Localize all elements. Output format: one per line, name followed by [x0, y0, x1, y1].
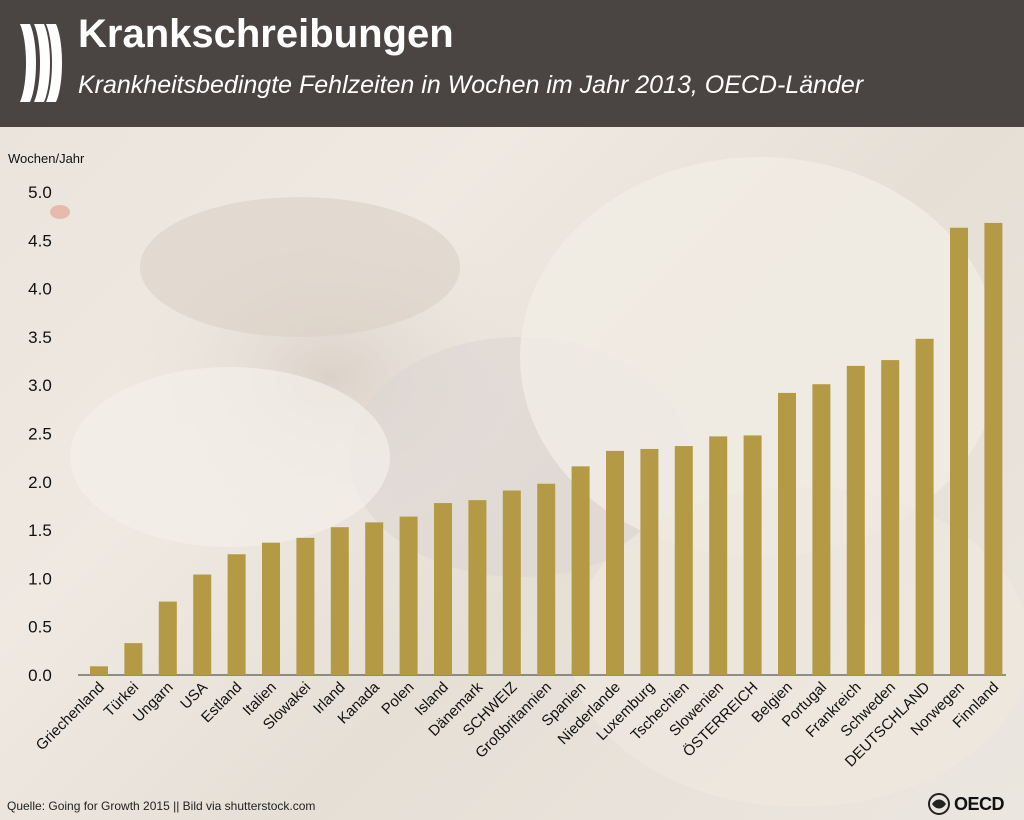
bar — [468, 500, 487, 675]
y-tick-label: 3.0 — [28, 376, 52, 395]
y-tick-label: 2.0 — [28, 473, 52, 492]
source-note: Quelle: Going for Growth 2015 || Bild vi… — [7, 799, 316, 813]
bar — [434, 503, 452, 675]
chevron-logo-icon — [20, 24, 62, 102]
bar-chart: Wochen/Jahr 0.0 0.5 1.0 1.5 2.0 2.5 3.0 3.5 4.0 4… — [8, 151, 1006, 770]
bar — [502, 490, 521, 675]
header-banner: Krankschreibungen Krankheitsbedingte Feh… — [0, 0, 1024, 127]
bar — [193, 574, 212, 675]
bar — [640, 448, 659, 675]
bar — [227, 554, 246, 675]
bar — [90, 666, 108, 675]
bar — [399, 516, 418, 675]
bar — [915, 338, 934, 675]
oecd-brand: OECD — [954, 794, 1005, 814]
bar — [743, 435, 762, 675]
y-tick-label: 4.0 — [28, 280, 52, 299]
bar — [330, 527, 349, 675]
bar — [950, 227, 968, 675]
y-tick-label: 1.0 — [28, 569, 52, 588]
oecd-globe-icon — [928, 793, 950, 815]
bar — [881, 360, 900, 675]
bar — [537, 483, 556, 675]
y-axis-label: Wochen/Jahr — [8, 151, 85, 166]
y-tick-label: 2.5 — [28, 425, 52, 444]
bar — [124, 643, 143, 675]
y-tick-label: 4.5 — [28, 231, 52, 250]
bar — [262, 542, 280, 675]
bar — [571, 466, 590, 675]
bar — [778, 392, 796, 675]
bar — [606, 450, 624, 675]
y-tick-label: 1.5 — [28, 521, 52, 540]
y-tick-label: 0.0 — [28, 666, 52, 685]
y-tick-label: 3.5 — [28, 328, 52, 347]
bar — [812, 384, 831, 675]
bar — [296, 537, 315, 675]
bar — [674, 446, 693, 675]
page-title: Krankschreibungen — [78, 12, 454, 56]
bar — [846, 365, 865, 675]
bar — [984, 222, 1003, 676]
bar — [709, 436, 728, 675]
bar — [365, 522, 384, 675]
page-subtitle: Krankheitsbedingte Fehlzeiten in Wochen … — [78, 71, 864, 99]
y-tick-label: 5.0 — [28, 183, 52, 202]
x-tick-label: Griechenland — [33, 679, 108, 754]
bar — [158, 601, 177, 675]
x-tick-label: Polen — [378, 679, 417, 718]
y-tick-label: 0.5 — [28, 618, 52, 637]
